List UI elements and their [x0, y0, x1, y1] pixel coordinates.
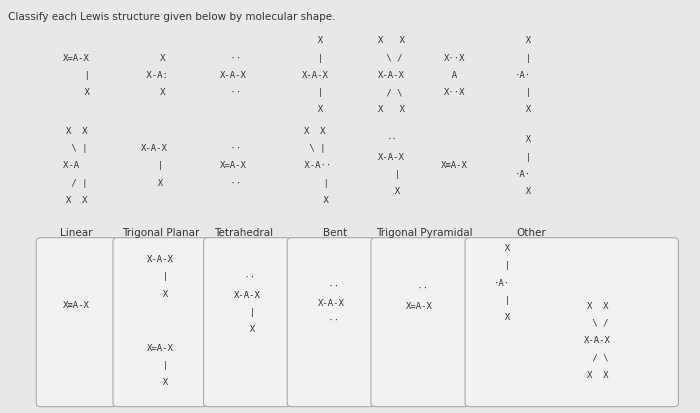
- Text: X: X: [384, 187, 400, 196]
- Text: X=A-X: X=A-X: [219, 161, 246, 170]
- Text: X: X: [144, 54, 165, 62]
- Text: X   X: X X: [379, 36, 405, 45]
- Text: |: |: [384, 170, 400, 178]
- Text: X: X: [153, 289, 169, 298]
- Text: X-A:: X-A:: [141, 71, 168, 80]
- FancyBboxPatch shape: [465, 238, 678, 407]
- Text: |: |: [307, 88, 323, 97]
- FancyBboxPatch shape: [371, 238, 469, 407]
- FancyBboxPatch shape: [204, 238, 291, 407]
- Text: / \: / \: [587, 353, 608, 361]
- Text: / |: / |: [66, 178, 88, 187]
- Text: Tetrahedral: Tetrahedral: [214, 227, 274, 237]
- Text: ··: ··: [412, 284, 428, 293]
- Text: X  X: X X: [66, 126, 88, 135]
- Text: |: |: [494, 261, 510, 270]
- Text: X≡A-X: X≡A-X: [441, 161, 468, 170]
- Text: |: |: [514, 88, 531, 97]
- Text: X-A-X: X-A-X: [379, 152, 405, 161]
- Text: ··: ··: [225, 178, 241, 187]
- Text: |: |: [514, 54, 531, 62]
- Text: |: |: [153, 360, 169, 369]
- Text: Other: Other: [517, 227, 546, 237]
- Text: \ /: \ /: [587, 318, 608, 327]
- Text: X: X: [63, 88, 90, 97]
- Text: ··: ··: [323, 316, 340, 325]
- Text: |: |: [147, 161, 163, 170]
- Text: X  X: X X: [587, 370, 608, 379]
- Text: ··: ··: [225, 144, 241, 153]
- FancyBboxPatch shape: [36, 238, 117, 407]
- Text: |: |: [63, 71, 90, 80]
- Text: X: X: [494, 243, 510, 252]
- Text: X: X: [307, 105, 323, 114]
- Text: ·A·: ·A·: [514, 170, 531, 178]
- Text: ··: ··: [225, 54, 241, 62]
- Text: Classify each Lewis structure given below by molecular shape.: Classify each Lewis structure given belo…: [8, 12, 336, 21]
- Text: X··X: X··X: [444, 54, 466, 62]
- Text: X: X: [494, 312, 510, 321]
- Text: |: |: [514, 152, 531, 161]
- Text: X=A-X: X=A-X: [147, 343, 174, 352]
- Text: A: A: [441, 71, 468, 80]
- Text: X-A-X: X-A-X: [584, 335, 611, 344]
- Text: X-A··: X-A··: [299, 161, 331, 170]
- Text: X: X: [147, 178, 163, 187]
- Text: |: |: [494, 295, 510, 304]
- Text: ··: ··: [239, 273, 255, 282]
- Text: Trigonal Pyramidal: Trigonal Pyramidal: [376, 227, 473, 237]
- Text: ·A·: ·A·: [514, 71, 531, 80]
- Text: X-A-X: X-A-X: [141, 144, 168, 153]
- Text: X: X: [514, 36, 531, 45]
- Text: X  X: X X: [66, 195, 88, 204]
- Text: X   X: X X: [379, 105, 405, 114]
- Text: X-A-X: X-A-X: [147, 254, 174, 263]
- Text: X: X: [302, 195, 328, 204]
- Text: ··: ··: [225, 88, 241, 97]
- Text: X≡A-X: X≡A-X: [63, 301, 90, 309]
- FancyBboxPatch shape: [113, 238, 208, 407]
- Text: X··X: X··X: [444, 88, 466, 97]
- Text: X-A-X: X-A-X: [302, 71, 328, 80]
- Text: X: X: [514, 187, 531, 196]
- Text: X=A-X: X=A-X: [63, 54, 90, 62]
- Text: X-A-X: X-A-X: [234, 290, 261, 299]
- Text: X-A: X-A: [63, 161, 90, 170]
- Text: \ /: \ /: [381, 54, 402, 62]
- Text: X: X: [153, 377, 169, 386]
- Text: ·A·: ·A·: [494, 278, 510, 287]
- Text: X: X: [514, 135, 531, 144]
- Text: X: X: [307, 36, 323, 45]
- Text: / \: / \: [381, 88, 402, 97]
- Text: ··: ··: [386, 135, 397, 144]
- Text: X  X: X X: [587, 301, 608, 310]
- Text: X: X: [144, 88, 165, 97]
- Text: Trigonal Planar: Trigonal Planar: [122, 227, 199, 237]
- Text: X  X: X X: [304, 126, 326, 135]
- Text: X: X: [239, 324, 255, 333]
- Text: X-A-X: X-A-X: [379, 71, 405, 80]
- Text: X-A-X: X-A-X: [219, 71, 246, 80]
- Text: Bent: Bent: [323, 227, 346, 237]
- Text: \ |: \ |: [66, 144, 88, 153]
- Text: ··: ··: [323, 281, 340, 290]
- Text: |: |: [239, 307, 255, 316]
- Text: X-A-X: X-A-X: [318, 299, 344, 307]
- Text: X=A-X: X=A-X: [406, 301, 433, 310]
- Text: Linear: Linear: [60, 227, 93, 237]
- FancyBboxPatch shape: [287, 238, 375, 407]
- Text: |: |: [302, 178, 328, 187]
- Text: X: X: [514, 105, 531, 114]
- Text: |: |: [307, 54, 323, 62]
- Text: \ |: \ |: [304, 144, 326, 153]
- Text: |: |: [153, 272, 169, 281]
